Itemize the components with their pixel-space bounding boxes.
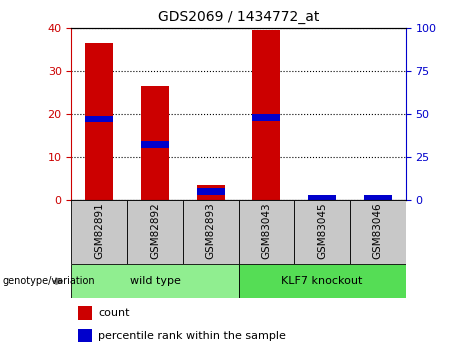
Bar <box>238 264 406 298</box>
Text: KLF7 knockout: KLF7 knockout <box>281 276 363 286</box>
Bar <box>308 199 336 200</box>
Bar <box>78 329 91 342</box>
Bar <box>85 43 113 200</box>
Text: GSM83043: GSM83043 <box>261 203 272 259</box>
Bar <box>183 200 238 264</box>
Text: GSM83045: GSM83045 <box>317 203 327 259</box>
Text: genotype/variation: genotype/variation <box>2 276 95 286</box>
Bar <box>197 185 225 200</box>
Text: GSM83046: GSM83046 <box>373 203 383 259</box>
Bar <box>238 200 294 264</box>
Text: count: count <box>98 308 130 318</box>
Bar <box>71 264 239 298</box>
Bar <box>364 199 392 200</box>
Bar <box>141 141 169 148</box>
Text: wild type: wild type <box>130 276 180 286</box>
Bar <box>253 30 280 200</box>
Text: GSM82891: GSM82891 <box>95 203 104 259</box>
Bar <box>350 200 406 264</box>
Text: percentile rank within the sample: percentile rank within the sample <box>98 331 286 341</box>
Bar <box>71 200 127 264</box>
Bar <box>308 195 336 202</box>
Bar <box>141 86 169 200</box>
Bar <box>364 195 392 202</box>
Bar <box>78 306 91 320</box>
Text: GSM82892: GSM82892 <box>150 203 160 259</box>
Bar <box>253 114 280 121</box>
Bar <box>127 200 183 264</box>
Bar <box>85 116 113 122</box>
Bar <box>197 188 225 195</box>
Bar <box>294 200 350 264</box>
Text: GSM82893: GSM82893 <box>206 203 216 259</box>
Title: GDS2069 / 1434772_at: GDS2069 / 1434772_at <box>158 10 319 24</box>
